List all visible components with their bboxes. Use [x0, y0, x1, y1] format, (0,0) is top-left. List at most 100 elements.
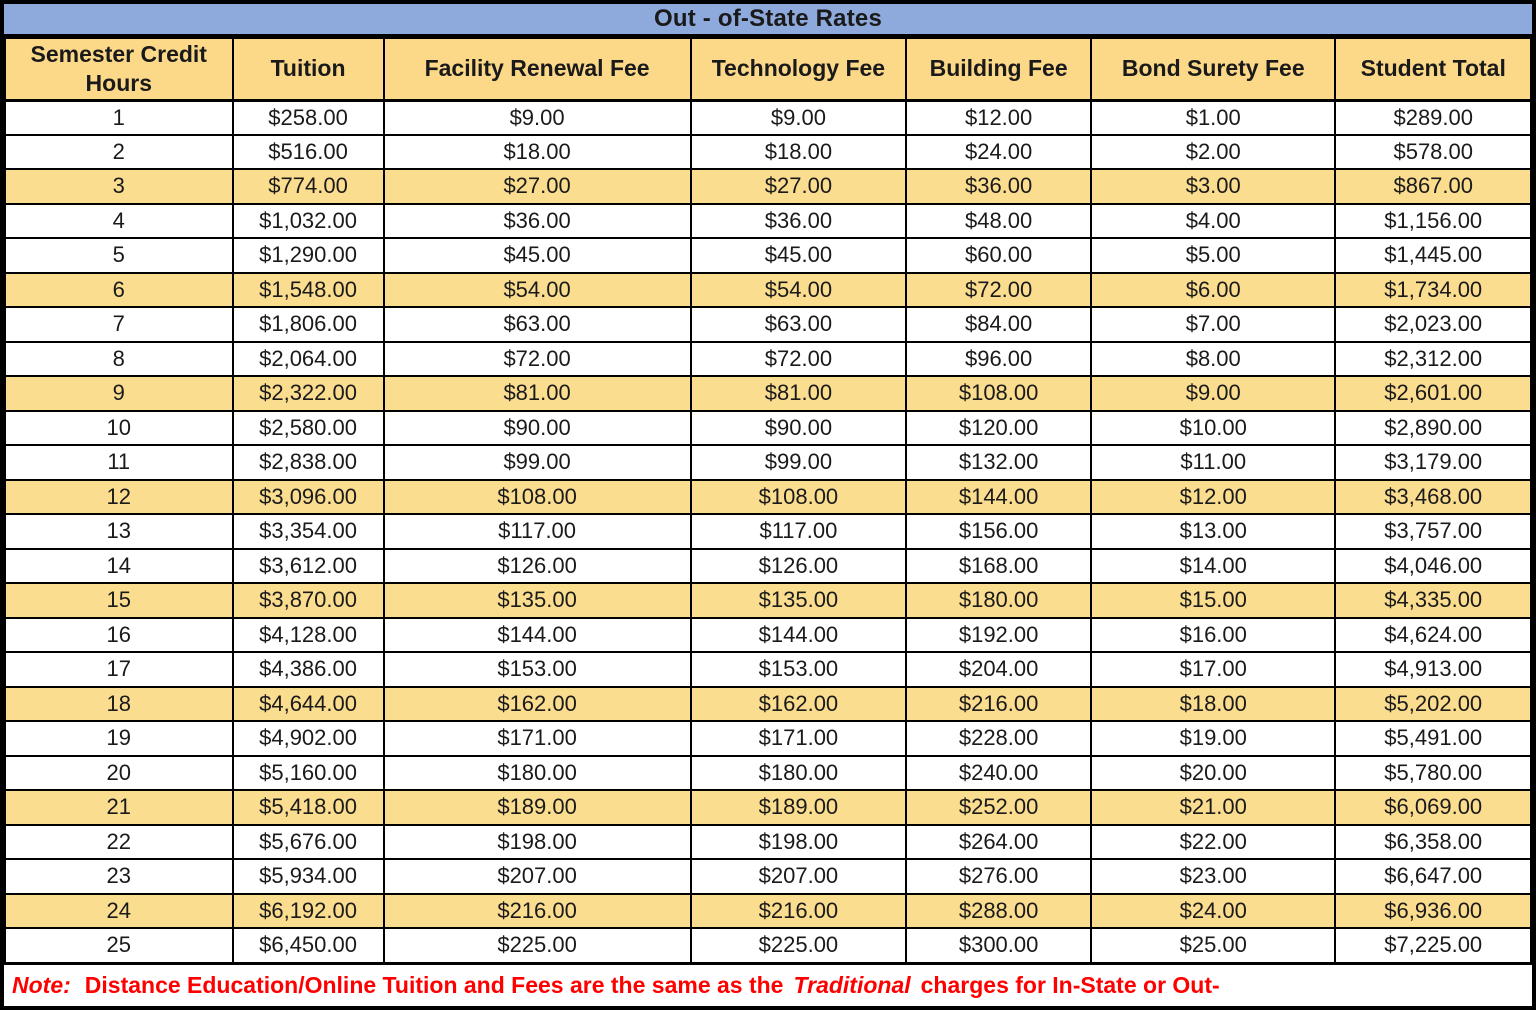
cell-student-total: $2,890.00: [1334, 409, 1532, 446]
cell-tuition: $3,354.00: [231, 513, 385, 550]
cell-building-fee: $252.00: [905, 789, 1093, 826]
cell-credit-hours: 9: [4, 375, 234, 412]
table-row: 6 $1,548.00 $54.00 $54.00 $72.00 $6.00 $1,734.…: [4, 271, 1532, 308]
cell-student-total: $2,601.00: [1334, 375, 1532, 412]
cell-credit-hours: 7: [4, 306, 234, 343]
cell-building-fee: $300.00: [905, 927, 1093, 964]
col-header-tuition: Tuition: [231, 37, 385, 102]
table-row: 25 $6,450.00 $225.00 $225.00 $300.00 $25.00 $7…: [4, 927, 1532, 964]
cell-credit-hours: 2: [4, 133, 234, 170]
cell-credit-hours: 14: [4, 547, 234, 584]
cell-technology-fee: $36.00: [689, 202, 908, 239]
cell-technology-fee: $171.00: [689, 720, 908, 757]
cell-technology-fee: $207.00: [689, 858, 908, 895]
cell-technology-fee: $63.00: [689, 306, 908, 343]
cell-facility-fee: $207.00: [382, 858, 692, 895]
table-row: 9 $2,322.00 $81.00 $81.00 $108.00 $9.00 $2,601…: [4, 375, 1532, 412]
cell-student-total: $289.00: [1334, 99, 1532, 136]
cell-building-fee: $168.00: [905, 547, 1093, 584]
cell-student-total: $4,046.00: [1334, 547, 1532, 584]
table-row: 7 $1,806.00 $63.00 $63.00 $84.00 $7.00 $2,023.…: [4, 306, 1532, 343]
cell-technology-fee: $18.00: [689, 133, 908, 170]
cell-technology-fee: $9.00: [689, 99, 908, 136]
cell-tuition: $4,386.00: [231, 651, 385, 688]
cell-credit-hours: 12: [4, 478, 234, 515]
cell-technology-fee: $81.00: [689, 375, 908, 412]
footnote-text-before: Distance Education/Online Tuition and Fe…: [84, 971, 784, 998]
cell-credit-hours: 3: [4, 168, 234, 205]
cell-bond-surety-fee: $21.00: [1090, 789, 1337, 826]
cell-bond-surety-fee: $11.00: [1090, 444, 1337, 481]
table-header: Semester Credit Hours Tuition Facility R…: [4, 37, 1532, 102]
footnote-italic-word: Traditional: [793, 971, 911, 998]
cell-building-fee: $192.00: [905, 616, 1093, 653]
col-header-student-total: Student Total: [1334, 37, 1532, 102]
cell-bond-surety-fee: $8.00: [1090, 340, 1337, 377]
cell-student-total: $6,936.00: [1334, 892, 1532, 929]
cell-bond-surety-fee: $24.00: [1090, 892, 1337, 929]
cell-technology-fee: $99.00: [689, 444, 908, 481]
cell-bond-surety-fee: $17.00: [1090, 651, 1337, 688]
cell-student-total: $5,491.00: [1334, 720, 1532, 757]
cell-tuition: $2,064.00: [231, 340, 385, 377]
cell-technology-fee: $108.00: [689, 478, 908, 515]
cell-tuition: $258.00: [231, 99, 385, 136]
col-header-technology-fee: Technology Fee: [689, 37, 908, 102]
footnote-text-after: charges for In-State or Out-: [920, 971, 1220, 998]
cell-technology-fee: $45.00: [689, 237, 908, 274]
cell-building-fee: $216.00: [905, 685, 1093, 722]
table-row: 14 $3,612.00 $126.00 $126.00 $168.00 $14.00 $4…: [4, 547, 1532, 584]
cell-tuition: $3,612.00: [231, 547, 385, 584]
cell-bond-surety-fee: $25.00: [1090, 927, 1337, 964]
footnote: Note: Distance Education/Online Tuition …: [4, 963, 1532, 1006]
table-row: 8 $2,064.00 $72.00 $72.00 $96.00 $8.00 $2,312.…: [4, 340, 1532, 377]
cell-technology-fee: $144.00: [689, 616, 908, 653]
cell-building-fee: $12.00: [905, 99, 1093, 136]
table-row: 4 $1,032.00 $36.00 $36.00 $48.00 $4.00 $1,156.…: [4, 202, 1532, 239]
cell-facility-fee: $36.00: [382, 202, 692, 239]
cell-student-total: $6,069.00: [1334, 789, 1532, 826]
cell-building-fee: $264.00: [905, 823, 1093, 860]
cell-credit-hours: 16: [4, 616, 234, 653]
header-row: Semester Credit Hours Tuition Facility R…: [4, 37, 1532, 102]
table-row: 23 $5,934.00 $207.00 $207.00 $276.00 $23.00 $6…: [4, 858, 1532, 895]
cell-facility-fee: $45.00: [382, 237, 692, 274]
cell-student-total: $7,225.00: [1334, 927, 1532, 964]
cell-credit-hours: 8: [4, 340, 234, 377]
cell-technology-fee: $27.00: [689, 168, 908, 205]
cell-student-total: $4,624.00: [1334, 616, 1532, 653]
table-body: 1 $258.00 $9.00 $9.00 $12.00 $1.00 $289.00 2 $51…: [4, 99, 1532, 964]
cell-tuition: $1,548.00: [231, 271, 385, 308]
cell-tuition: $5,934.00: [231, 858, 385, 895]
cell-facility-fee: $27.00: [382, 168, 692, 205]
col-header-building-fee: Building Fee: [905, 37, 1093, 102]
cell-credit-hours: 15: [4, 582, 234, 619]
cell-bond-surety-fee: $16.00: [1090, 616, 1337, 653]
cell-tuition: $2,322.00: [231, 375, 385, 412]
cell-bond-surety-fee: $18.00: [1090, 685, 1337, 722]
cell-credit-hours: 10: [4, 409, 234, 446]
table-row: 18 $4,644.00 $162.00 $162.00 $216.00 $18.00 $5…: [4, 685, 1532, 722]
cell-student-total: $1,734.00: [1334, 271, 1532, 308]
cell-bond-surety-fee: $15.00: [1090, 582, 1337, 619]
table-row: 13 $3,354.00 $117.00 $117.00 $156.00 $13.00 $3…: [4, 513, 1532, 550]
table-row: 10 $2,580.00 $90.00 $90.00 $120.00 $10.00 $2,8…: [4, 409, 1532, 446]
cell-bond-surety-fee: $12.00: [1090, 478, 1337, 515]
cell-student-total: $578.00: [1334, 133, 1532, 170]
cell-tuition: $3,096.00: [231, 478, 385, 515]
cell-credit-hours: 18: [4, 685, 234, 722]
cell-facility-fee: $99.00: [382, 444, 692, 481]
cell-facility-fee: $18.00: [382, 133, 692, 170]
cell-credit-hours: 20: [4, 754, 234, 791]
cell-bond-surety-fee: $23.00: [1090, 858, 1337, 895]
cell-tuition: $516.00: [231, 133, 385, 170]
cell-bond-surety-fee: $22.00: [1090, 823, 1337, 860]
cell-student-total: $6,358.00: [1334, 823, 1532, 860]
cell-building-fee: $180.00: [905, 582, 1093, 619]
cell-tuition: $6,450.00: [231, 927, 385, 964]
cell-technology-fee: $216.00: [689, 892, 908, 929]
cell-credit-hours: 24: [4, 892, 234, 929]
cell-bond-surety-fee: $1.00: [1090, 99, 1337, 136]
table-row: 5 $1,290.00 $45.00 $45.00 $60.00 $5.00 $1,445.…: [4, 237, 1532, 274]
cell-technology-fee: $189.00: [689, 789, 908, 826]
